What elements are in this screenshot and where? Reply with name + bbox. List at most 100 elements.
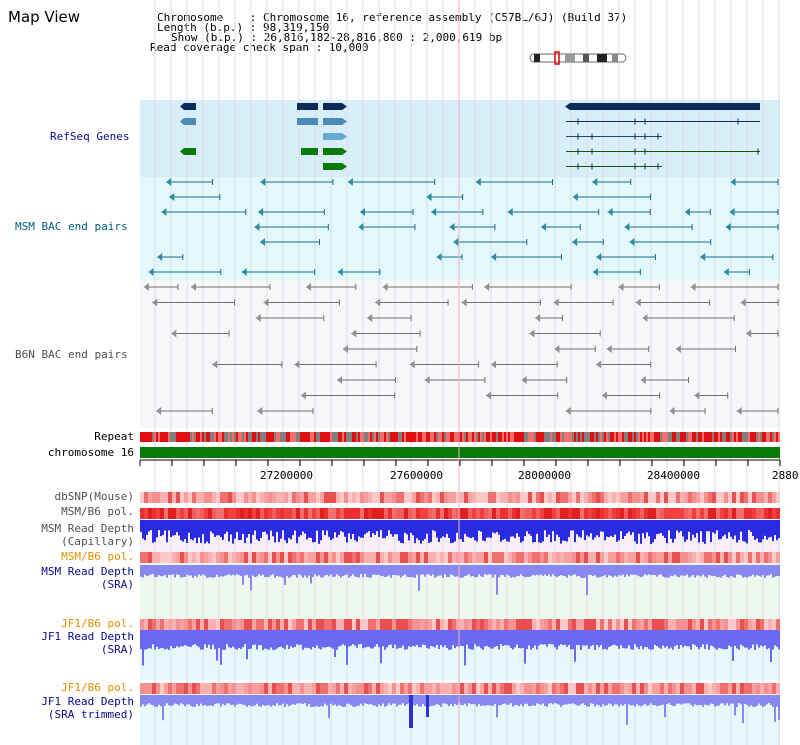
heat-cell xyxy=(164,508,168,519)
heat-cell xyxy=(516,508,520,519)
msm-bac-end-pairs-track[interactable] xyxy=(148,178,779,276)
depth-bar xyxy=(240,695,242,704)
chromosome-bar[interactable] xyxy=(140,447,780,458)
heat-cell xyxy=(508,619,512,630)
heat-cell xyxy=(592,619,596,630)
chromosome-ideogram[interactable] xyxy=(529,51,627,65)
depth-bar xyxy=(422,695,424,704)
bac-end-arrow xyxy=(166,178,172,186)
heat-cell xyxy=(368,492,372,503)
msm-b6-pol-heat-track-2[interactable] xyxy=(140,552,780,563)
repeat-segment xyxy=(146,432,148,442)
heat-cell xyxy=(268,683,272,694)
heat-cell xyxy=(772,552,776,563)
heat-cell xyxy=(220,492,224,503)
depth-bar xyxy=(358,695,360,706)
heat-cell xyxy=(500,619,504,630)
depth-bar xyxy=(236,695,238,705)
heat-cell xyxy=(612,619,616,630)
track-label-msm-depth-capillary[interactable]: MSM Read Depth xyxy=(41,522,134,535)
depth-bar xyxy=(220,630,222,665)
track-label-msm-b6-pol-2[interactable]: MSM/B6 pol. xyxy=(61,550,134,563)
depth-bar xyxy=(320,630,322,650)
depth-bar xyxy=(240,565,242,577)
depth-bar xyxy=(634,695,636,707)
heat-cell xyxy=(212,492,216,503)
repeat-segment xyxy=(664,432,666,442)
repeat-segment xyxy=(258,432,260,442)
heat-cell xyxy=(588,508,592,519)
b6n-bac-end-pairs-track[interactable] xyxy=(143,283,779,415)
repeat-segment xyxy=(424,432,426,442)
heat-cell xyxy=(468,683,472,694)
heat-cell xyxy=(736,492,740,503)
heat-cell xyxy=(280,492,284,503)
heat-cell xyxy=(356,508,360,519)
heat-cell xyxy=(636,619,640,630)
track-label-msm-depth-sra[interactable]: MSM Read Depth xyxy=(41,565,134,578)
repeat-segment xyxy=(720,432,722,442)
depth-bar xyxy=(422,565,424,575)
depth-bar xyxy=(406,630,408,650)
heat-cell xyxy=(312,683,316,694)
heat-cell xyxy=(708,683,712,694)
repeat-segment xyxy=(276,432,278,442)
jf1-b6-pol-heat-track-2[interactable] xyxy=(140,683,780,694)
dbsnp-heat-track[interactable] xyxy=(140,492,780,503)
track-label-msm-b6-pol[interactable]: MSM/B6 pol. xyxy=(61,505,134,518)
repeat-segment xyxy=(362,432,364,442)
bac-end-arrow xyxy=(337,376,343,384)
track-label-chromosome[interactable]: chromosome 16 xyxy=(47,446,134,459)
refseq-genes-track[interactable] xyxy=(180,103,760,170)
depth-bar xyxy=(194,565,196,576)
heat-cell xyxy=(704,508,708,519)
depth-bar xyxy=(766,630,768,650)
heat-cell xyxy=(604,683,608,694)
heat-cell xyxy=(568,508,572,519)
depth-bar xyxy=(242,630,244,648)
depth-bar xyxy=(582,630,584,646)
depth-bar xyxy=(726,520,728,539)
depth-bar xyxy=(504,565,506,577)
depth-bar xyxy=(696,630,698,647)
track-label-b6n-bac[interactable]: B6N BAC end pairs xyxy=(15,348,128,361)
depth-bar xyxy=(282,565,284,578)
track-label-dbsnp[interactable]: dbSNP(Mouse) xyxy=(54,490,134,503)
heat-cell xyxy=(716,683,720,694)
track-label-jf1-b6-pol-2[interactable]: JF1/B6 pol. xyxy=(61,681,134,694)
depth-bar xyxy=(260,520,262,538)
heat-cell xyxy=(188,619,192,630)
depth-bar xyxy=(432,695,434,706)
msm-b6-pol-heat-track[interactable] xyxy=(140,508,780,519)
depth-bar xyxy=(188,520,190,533)
depth-bar xyxy=(296,520,298,544)
track-label-refseq[interactable]: RefSeq Genes xyxy=(50,130,130,143)
track-label-repeat[interactable]: Repeat xyxy=(94,430,134,443)
repeat-segment xyxy=(352,432,354,442)
depth-bar xyxy=(376,630,378,645)
repeat-track[interactable] xyxy=(140,432,780,442)
depth-bar xyxy=(730,695,732,704)
heat-cell xyxy=(532,492,536,503)
depth-bar xyxy=(510,565,512,578)
repeat-segment xyxy=(360,432,362,442)
track-label-jf1-depth-sra[interactable]: JF1 Read Depth xyxy=(41,630,134,643)
depth-bar xyxy=(684,695,686,704)
msm-sra-depth-track[interactable] xyxy=(140,565,780,596)
depth-bar xyxy=(418,695,420,707)
jf1-b6-pol-heat-track[interactable] xyxy=(140,619,780,630)
depth-bar xyxy=(150,520,152,531)
track-label-jf1-depth-trimmed[interactable]: JF1 Read Depth xyxy=(41,695,134,708)
heat-cell xyxy=(188,683,192,694)
bac-end-arrow xyxy=(553,298,559,307)
depth-bar xyxy=(484,565,486,575)
heat-cell xyxy=(248,492,252,503)
jf1-sra-depth-track[interactable] xyxy=(140,630,780,666)
depth-bar xyxy=(236,630,238,650)
track-label-jf1-b6-pol[interactable]: JF1/B6 pol. xyxy=(61,617,134,630)
jf1-trimmed-depth-track[interactable] xyxy=(140,695,780,728)
depth-bar xyxy=(546,630,548,647)
depth-bar xyxy=(672,630,674,650)
track-label-msm-bac[interactable]: MSM BAC end pairs xyxy=(15,220,128,233)
